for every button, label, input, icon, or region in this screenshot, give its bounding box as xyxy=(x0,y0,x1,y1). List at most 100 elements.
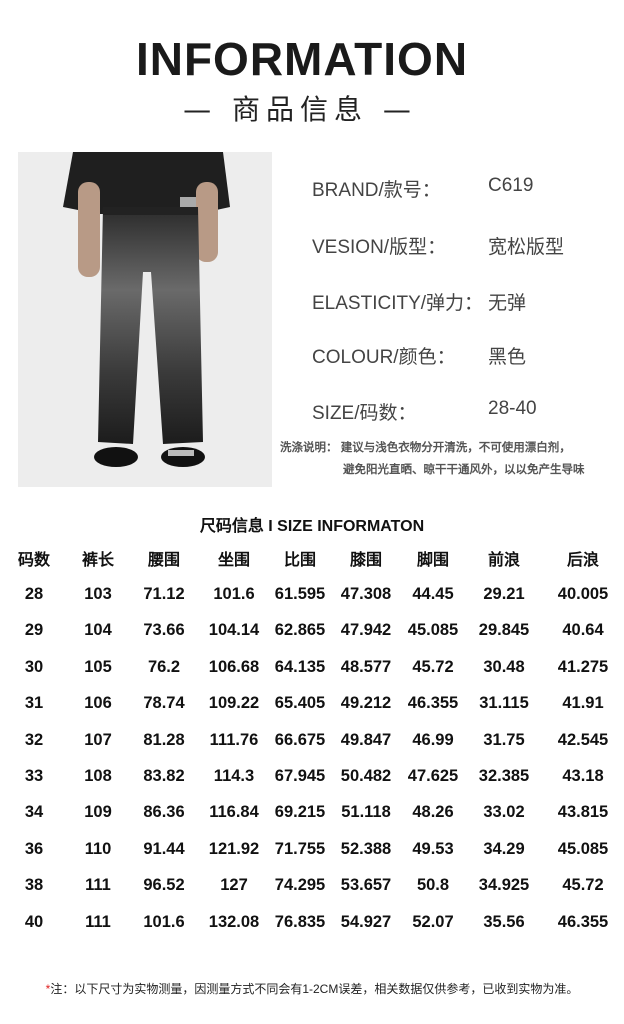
info-label: COLOUR/颜色： xyxy=(312,347,456,368)
table-cell: 46.99 xyxy=(412,730,454,749)
table-cell: 34 xyxy=(24,803,44,822)
table-cell: 52.388 xyxy=(340,839,392,858)
table-cell: 33 xyxy=(24,767,44,786)
table-row: 40 111 101.6 132.08 76.835 54.927 52.07 35.56 46… xyxy=(0,904,624,940)
table-cell: 101.6 xyxy=(213,585,255,604)
table-cell: 49.53 xyxy=(412,839,454,858)
table-cell: 47.625 xyxy=(407,767,459,786)
column-header: 膝围 xyxy=(349,552,382,570)
table-cell: 30.48 xyxy=(483,657,525,676)
table-cell: 45.085 xyxy=(407,621,459,640)
info-label: BRAND/款号： xyxy=(312,180,441,201)
table-cell: 64.135 xyxy=(274,657,326,676)
table-cell: 67.945 xyxy=(274,767,326,786)
table-cell: 54.927 xyxy=(340,912,392,931)
table-header-row: 码数 裤长 腰围 坐围 比围 膝围 脚围 前浪 后浪 xyxy=(0,540,624,576)
table-cell: 43.18 xyxy=(562,767,604,786)
table-cell: 114.3 xyxy=(213,767,255,786)
table-cell: 45.72 xyxy=(412,657,454,676)
table-cell: 111 xyxy=(85,876,111,895)
table-cell: 104 xyxy=(84,621,112,640)
table-cell: 32 xyxy=(24,730,44,749)
table-cell: 106.68 xyxy=(208,657,260,676)
table-cell: 81.28 xyxy=(143,730,185,749)
table-row: 32 107 81.28 111.76 66.675 49.847 46.99 31.75 42… xyxy=(0,722,624,758)
table-row: 28 103 71.12 101.6 61.595 47.308 44.45 29.21 40.… xyxy=(0,576,624,612)
table-cell: 109.22 xyxy=(208,694,260,713)
footnote-text: 注：以下尺寸为实物测量，因测量方式不同会有1-2CM误差，相关数据仅供参考，已收… xyxy=(50,982,579,996)
page-subtitle: — 商品信息 — xyxy=(183,93,417,126)
table-cell: 49.212 xyxy=(340,694,392,713)
table-cell: 35.56 xyxy=(483,912,525,931)
table-cell: 107 xyxy=(84,730,112,749)
table-cell: 51.118 xyxy=(341,803,391,822)
table-cell: 46.355 xyxy=(557,912,609,931)
table-cell: 36 xyxy=(24,839,44,858)
table-cell: 61.595 xyxy=(274,585,326,604)
table-cell: 40 xyxy=(24,912,44,931)
table-cell: 30 xyxy=(24,657,44,676)
size-table-title: 尺码信息 I SIZE INFORMATON xyxy=(199,518,425,535)
table-cell: 32.385 xyxy=(478,767,530,786)
wash-instructions: 洗涤说明： 建议与浅色衣物分开清洗，不可使用漂白剂， 避免阳光直晒、晾干干通风外… xyxy=(280,437,585,481)
table-cell: 45.085 xyxy=(557,839,609,858)
table-cell: 65.405 xyxy=(274,694,326,713)
table-cell: 43.815 xyxy=(557,803,609,822)
table-cell: 76.2 xyxy=(147,657,181,676)
table-cell: 105 xyxy=(84,657,112,676)
table-cell: 132.08 xyxy=(208,912,260,931)
footnote: *注：以下尺寸为实物测量，因测量方式不同会有1-2CM误差，相关数据仅供参考，已… xyxy=(0,980,624,997)
table-cell: 74.295 xyxy=(274,876,326,895)
table-cell: 47.942 xyxy=(340,621,392,640)
table-row: 29 104 73.66 104.14 62.865 47.942 45.085 29.845… xyxy=(0,613,624,649)
table-row: 38 111 96.52 127 74.295 53.657 50.8 34.925 45.72 xyxy=(0,868,624,904)
table-cell: 38 xyxy=(24,876,44,895)
table-cell: 48.26 xyxy=(412,803,454,822)
table-cell: 29 xyxy=(24,621,44,640)
info-value: 黑色 xyxy=(488,347,527,368)
table-row: 36 110 91.44 121.92 71.755 52.388 49.53 34.29 45… xyxy=(0,831,624,867)
table-cell: 46.355 xyxy=(407,694,459,713)
product-photo xyxy=(18,152,272,487)
table-cell: 116.84 xyxy=(209,803,259,822)
table-row: 31 106 78.74 109.22 65.405 49.212 46.355 31.115… xyxy=(0,686,624,722)
table-cell: 109 xyxy=(84,803,112,822)
wash-line-1: 洗涤说明： 建议与浅色衣物分开清洗，不可使用漂白剂， xyxy=(280,442,571,454)
table-cell: 50.8 xyxy=(416,876,450,895)
table-cell: 29.845 xyxy=(478,621,530,640)
table-row: 34 109 86.36 116.84 69.215 51.118 48.26 33.02 43… xyxy=(0,795,624,831)
table-cell: 41.91 xyxy=(562,694,604,713)
table-cell: 48.577 xyxy=(340,657,392,676)
column-header: 脚围 xyxy=(416,552,449,570)
table-cell: 45.72 xyxy=(562,876,604,895)
table-cell: 53.657 xyxy=(340,876,392,895)
table-cell: 31.75 xyxy=(483,730,525,749)
table-cell: 111 xyxy=(85,912,111,931)
table-cell: 62.865 xyxy=(274,621,326,640)
column-header: 码数 xyxy=(17,552,50,570)
table-cell: 41.275 xyxy=(557,657,609,676)
info-label: VESION/版型： xyxy=(312,237,447,258)
table-cell: 76.835 xyxy=(274,912,326,931)
page-title: INFORMATION xyxy=(135,33,469,85)
table-cell: 31 xyxy=(24,694,44,713)
table-cell: 33.02 xyxy=(483,803,525,822)
table-cell: 29.21 xyxy=(483,585,525,604)
size-table: 码数 裤长 腰围 坐围 比围 膝围 脚围 前浪 后浪 28 103 71.12 101.6 61.595… xyxy=(0,540,624,940)
table-cell: 52.07 xyxy=(412,912,454,931)
info-value: 无弹 xyxy=(488,293,527,314)
table-cell: 71.755 xyxy=(274,839,326,858)
column-header: 前浪 xyxy=(487,552,520,570)
table-row: 30 105 76.2 106.68 64.135 48.577 45.72 30.48 41.… xyxy=(0,649,624,685)
column-header: 坐围 xyxy=(217,552,250,570)
table-row: 33 108 83.82 114.3 67.945 50.482 47.625 32.385 4… xyxy=(0,758,624,794)
table-cell: 83.82 xyxy=(143,767,185,786)
table-cell: 69.215 xyxy=(274,803,326,822)
info-value: C619 xyxy=(488,175,534,196)
table-cell: 44.45 xyxy=(412,585,454,604)
table-cell: 34.29 xyxy=(483,839,525,858)
info-value: 宽松版型 xyxy=(488,237,565,258)
table-cell: 104.14 xyxy=(208,621,260,640)
asterisk-icon: * xyxy=(45,982,51,996)
table-cell: 108 xyxy=(84,767,112,786)
